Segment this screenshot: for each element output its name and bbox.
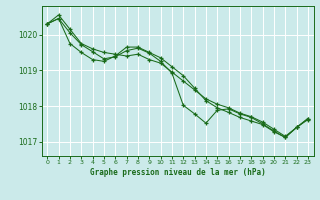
X-axis label: Graphe pression niveau de la mer (hPa): Graphe pression niveau de la mer (hPa) (90, 168, 266, 177)
